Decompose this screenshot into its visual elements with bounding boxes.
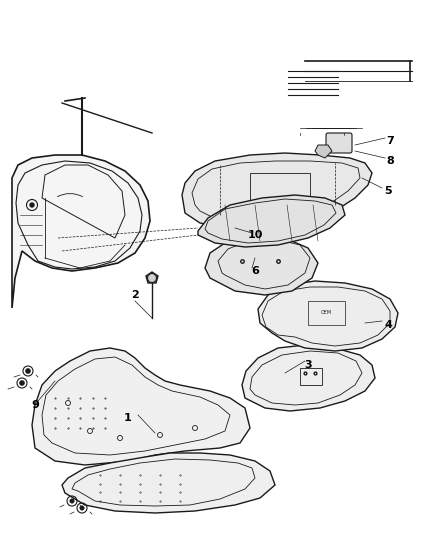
Text: OEM: OEM [321, 311, 332, 316]
FancyBboxPatch shape [326, 133, 352, 153]
Text: 6: 6 [251, 266, 259, 276]
Circle shape [20, 381, 25, 385]
Circle shape [70, 499, 74, 503]
Circle shape [30, 203, 34, 207]
Polygon shape [258, 281, 398, 351]
Circle shape [25, 368, 31, 374]
Text: 4: 4 [384, 320, 392, 330]
Polygon shape [62, 453, 275, 513]
Polygon shape [32, 348, 250, 465]
Polygon shape [198, 195, 345, 247]
Polygon shape [242, 345, 375, 411]
Text: 7: 7 [386, 136, 394, 146]
Text: 5: 5 [384, 186, 392, 196]
Circle shape [80, 506, 84, 510]
Polygon shape [146, 272, 158, 283]
Text: 9: 9 [31, 400, 39, 410]
Text: 1: 1 [124, 413, 132, 423]
Polygon shape [315, 145, 332, 158]
Polygon shape [205, 235, 318, 295]
Text: 2: 2 [131, 290, 139, 300]
Text: 8: 8 [386, 156, 394, 166]
Polygon shape [182, 153, 372, 231]
Text: 3: 3 [304, 360, 312, 370]
Polygon shape [12, 155, 150, 308]
Text: 10: 10 [247, 230, 263, 240]
